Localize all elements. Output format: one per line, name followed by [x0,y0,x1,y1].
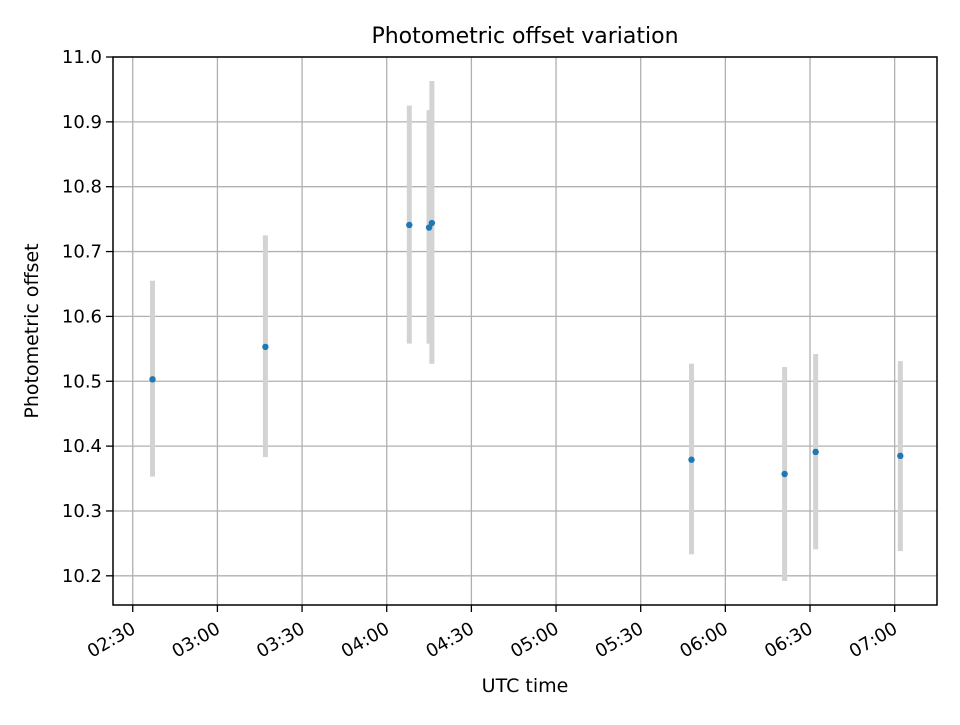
data-point [812,448,819,456]
error-bars [150,80,903,582]
y-tick-label: 10.8 [62,177,102,198]
data-point [149,376,156,383]
data-points [149,219,904,478]
y-tick-label: 10.3 [62,501,102,522]
y-tick-label: 11.0 [62,47,102,68]
y-tick-label: 10.4 [62,436,102,457]
grid [113,56,937,605]
x-tick-label: 04:00 [338,618,393,662]
x-tick-label: 03:30 [253,618,308,662]
x-tick-label: 05:00 [507,618,562,662]
y-tick-label: 10.7 [62,242,102,263]
data-point [781,470,788,478]
y-axis-ticks: 10.2 10.3 10.4 10.5 10.6 10.7 10.8 10.9 11.0 [62,47,113,587]
data-point [688,456,695,463]
y-tick-label: 10.5 [62,371,102,392]
y-tick-label: 10.9 [62,112,102,133]
plot-frame [112,56,938,606]
x-tick-label: 02:30 [84,618,139,662]
x-tick-label: 06:00 [676,618,731,662]
data-point [428,219,436,227]
data-point [406,221,413,229]
y-tick-label: 10.6 [62,306,102,327]
x-tick-label: 05:30 [592,618,647,662]
data-point [897,452,904,460]
x-axis-ticks: 02:30 03:00 03:30 04:00 04:30 05:00 05:30 06:00… [84,605,901,662]
y-axis-label: Photometric offset [21,243,43,418]
x-axis-label: UTC time [482,675,569,697]
x-tick-label: 06:30 [761,618,816,662]
x-tick-label: 03:00 [168,618,223,662]
y-tick-label: 10.2 [62,566,102,587]
chart-title: Photometric offset variation [371,24,678,49]
x-tick-label: 04:30 [422,618,477,662]
data-point [262,343,269,351]
x-tick-label: 07:00 [846,618,901,662]
